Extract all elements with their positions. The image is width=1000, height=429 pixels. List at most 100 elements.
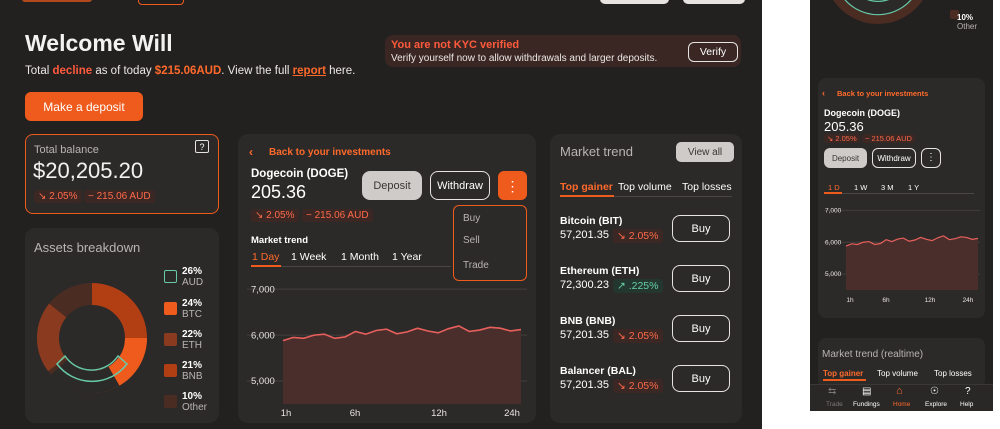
help-icon[interactable]: ?: [195, 140, 209, 153]
balance-value: $20,205.20: [33, 158, 144, 183]
top-nav-tab-active[interactable]: [138, 0, 184, 5]
mobile-deposit-button[interactable]: Deposit: [824, 148, 867, 168]
mobile-legend-pct: 10%: [957, 13, 974, 22]
market-tab-top-gainer[interactable]: Top gainer: [560, 181, 613, 193]
back-link[interactable]: Back to your investments: [269, 147, 391, 158]
x-tick-label: 24h: [963, 297, 974, 304]
price-chart: 7,000 6,000 5,000 1h 6h 12h 24h: [247, 284, 527, 419]
help-icon[interactable]: ?: [965, 386, 971, 397]
buy-button[interactable]: Buy: [672, 265, 730, 292]
mobile-coin-name: Dogecoin (DOGE): [824, 108, 900, 118]
trade-icon[interactable]: ⇆: [828, 386, 837, 397]
market-card: [550, 134, 742, 423]
nav-explore[interactable]: Explore: [925, 401, 948, 408]
home-icon[interactable]: ⌂: [896, 385, 903, 397]
mobile-tab-underline: [823, 379, 866, 381]
bottom-nav: [810, 384, 993, 411]
kyc-title: You are not KYC verified: [391, 39, 520, 51]
buy-button[interactable]: Buy: [672, 365, 730, 392]
legend-pct-aud: 26%: [182, 266, 203, 277]
mobile-more-options-button[interactable]: ⋮: [921, 148, 941, 168]
mobile-market-title: Market trend (realtime): [822, 349, 924, 360]
mobile-market-card: [818, 338, 985, 388]
nav-home[interactable]: Home: [893, 401, 911, 408]
mobile-tab-top-gainer[interactable]: Top gainer: [823, 369, 864, 378]
withdraw-button[interactable]: Withdraw: [430, 171, 490, 200]
mobile-tab-top-volume[interactable]: Top volume: [877, 369, 918, 378]
market-tabs-divider: [560, 196, 732, 197]
mobile-coin-pct: ↘ 2.05%: [824, 134, 860, 143]
market-item-name: BNB (BNB): [560, 315, 616, 327]
top-nav-segment[interactable]: [600, 0, 669, 4]
buy-button[interactable]: Buy: [672, 215, 730, 242]
nav-help[interactable]: Help: [960, 401, 974, 408]
menu-item-buy[interactable]: Buy: [463, 213, 481, 224]
legend-pct-bnb: 21%: [182, 360, 203, 371]
mobile-range-underline: [824, 192, 842, 194]
mobile-legend-code: Other: [957, 22, 978, 31]
range-tab-1d[interactable]: 1 Day: [252, 251, 280, 263]
x-tick-label: 6h: [882, 297, 890, 304]
mobile-back-link[interactable]: Back to your investments: [837, 89, 929, 98]
mobile-view: 10% Other ‹ Back to your investments Dog…: [810, 0, 993, 411]
deposit-button[interactable]: Deposit: [362, 171, 422, 200]
make-deposit-button[interactable]: Make a deposit: [25, 92, 143, 121]
more-options-button[interactable]: ⋮: [498, 171, 527, 200]
coin-name: Dogecoin (DOGE): [251, 168, 349, 180]
nav-trade[interactable]: Trade: [826, 401, 843, 408]
market-tab-top-losses[interactable]: Top losses: [682, 181, 732, 193]
y-tick-label: 7,000: [251, 284, 275, 295]
mobile-range-1w[interactable]: 1 W: [854, 183, 868, 192]
x-tick-label: 1h: [846, 297, 854, 304]
legend-swatch-btc: [164, 302, 177, 315]
view-all-button[interactable]: View all: [676, 142, 734, 162]
market-tab-top-volume[interactable]: Top volume: [618, 181, 672, 193]
coin-change-badge: − 215.06 AUD: [302, 209, 373, 222]
area-fill: [283, 325, 521, 404]
market-item-name: Bitcoin (BIT): [560, 215, 623, 227]
trend-label: Market trend: [251, 235, 309, 246]
report-link[interactable]: report: [292, 65, 326, 77]
market-item-value: 57,201.35: [560, 229, 609, 241]
wallet-icon[interactable]: ▤: [862, 386, 872, 397]
range-tab-1w[interactable]: 1 Week: [291, 251, 327, 263]
area-fill: [846, 235, 978, 290]
mobile-withdraw-button[interactable]: Withdraw: [872, 148, 916, 168]
mobile-range-divider: [824, 193, 974, 194]
legend-pct-btc: 24%: [182, 298, 203, 309]
decline-amount: $215.06AUD: [154, 65, 222, 77]
range-tab-underline: [251, 265, 281, 267]
buy-button[interactable]: Buy: [672, 315, 730, 342]
compass-icon[interactable]: ☉: [930, 386, 939, 397]
legend-code-eth: ETH: [182, 340, 202, 351]
verify-button[interactable]: Verify: [688, 42, 738, 62]
mobile-range-3m[interactable]: 3 M: [881, 183, 894, 192]
nav-fundings[interactable]: Fundings: [853, 401, 880, 408]
mobile-back-chevron-icon[interactable]: ‹: [822, 88, 825, 98]
market-item-value: 57,201.35: [560, 329, 609, 341]
mobile-vertical-dots-icon: ⋮: [926, 152, 936, 163]
y-tick-label: 6,000: [251, 330, 275, 341]
legend-swatch-bnb: [164, 364, 177, 377]
assets-title: Assets breakdown: [34, 240, 141, 255]
range-tab-1y[interactable]: 1 Year: [392, 251, 422, 263]
menu-item-sell[interactable]: Sell: [463, 235, 480, 246]
page-title: Welcome Will: [25, 30, 173, 56]
y-tick-label: 5,000: [825, 271, 842, 278]
mobile-tab-top-losses[interactable]: Top losses: [934, 369, 972, 378]
back-chevron-icon[interactable]: ‹: [249, 145, 253, 159]
mobile-range-1d[interactable]: 1 D: [828, 183, 840, 192]
summary-text: Total decline as of today $215.06AUD. Vi…: [25, 65, 356, 77]
kyc-body: Verify yourself now to allow withdrawals…: [391, 53, 658, 64]
x-tick-label: 6h: [350, 408, 361, 419]
range-tabs-divider: [251, 266, 451, 267]
balance-change-badge: − 215.06 AUD: [84, 190, 155, 203]
balance-pct-badge: ↘ 2.05%: [34, 190, 82, 203]
menu-item-trade[interactable]: Trade: [463, 260, 489, 271]
range-tab-1m[interactable]: 1 Month: [341, 251, 379, 263]
mobile-range-1y[interactable]: 1 Y: [908, 183, 920, 192]
legend-pct-other: 10%: [182, 391, 203, 402]
top-nav-account-button[interactable]: [683, 0, 745, 4]
legend-code-bnb: BNB: [182, 371, 203, 382]
mobile-price-chart: 7,000 6,000 5,000 1h 6h 12h 24h: [824, 208, 980, 304]
